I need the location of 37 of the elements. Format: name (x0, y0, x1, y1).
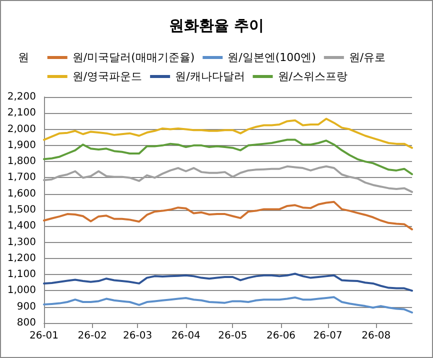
line-series (43, 200, 413, 230)
chart-title: 원화환율 추이 (168, 16, 264, 34)
legend-label: 원/캐나다달러 (175, 70, 245, 83)
x-tick-label: 26-07 (313, 330, 342, 342)
legend-label: 원/미국달러(매매기준율) (72, 51, 195, 64)
legend-label: 원/영국파운드 (72, 70, 142, 83)
y-tick-label: 1,300 (7, 236, 36, 248)
y-tick-label: 1,100 (7, 269, 36, 280)
y-tick-label: 1,700 (7, 172, 36, 184)
legend-label: 원/일본엔(100엔) (228, 51, 316, 64)
y-tick-label: 1,200 (7, 252, 36, 264)
y-axis-title: 원 (18, 51, 29, 64)
line-series (43, 118, 413, 149)
y-tick-label: 1,500 (7, 204, 36, 216)
y-tick-label: 1,800 (7, 156, 36, 168)
x-tick-label: 26-01 (29, 330, 59, 342)
line-series (43, 138, 413, 176)
y-tick-label: 1,900 (7, 140, 36, 151)
y-tick-label: 1,600 (7, 188, 36, 200)
y-tick-label: 1,400 (7, 220, 36, 232)
x-tick-label: 26-08 (362, 330, 391, 342)
y-tick-label: 800 (16, 318, 36, 328)
x-tick-label: 26-05 (218, 330, 248, 342)
line-series (43, 165, 413, 193)
y-tick-label: 2,000 (7, 124, 36, 135)
line-series (43, 272, 413, 292)
line-series (43, 296, 413, 314)
x-tick-label: 26-02 (78, 330, 107, 342)
y-tick-label: 2,100 (7, 108, 36, 119)
legend-label: 원/유로 (348, 51, 386, 64)
x-tick-label: 26-04 (171, 330, 200, 342)
legend-label: 원/스위스프랑 (278, 70, 348, 83)
y-tick-label: 2,200 (7, 92, 36, 102)
x-tick-label: 26-03 (123, 330, 152, 342)
y-tick-label: 1,000 (7, 285, 36, 296)
x-tick-label: 26-06 (266, 330, 296, 342)
y-tick-label: 900 (16, 301, 36, 312)
